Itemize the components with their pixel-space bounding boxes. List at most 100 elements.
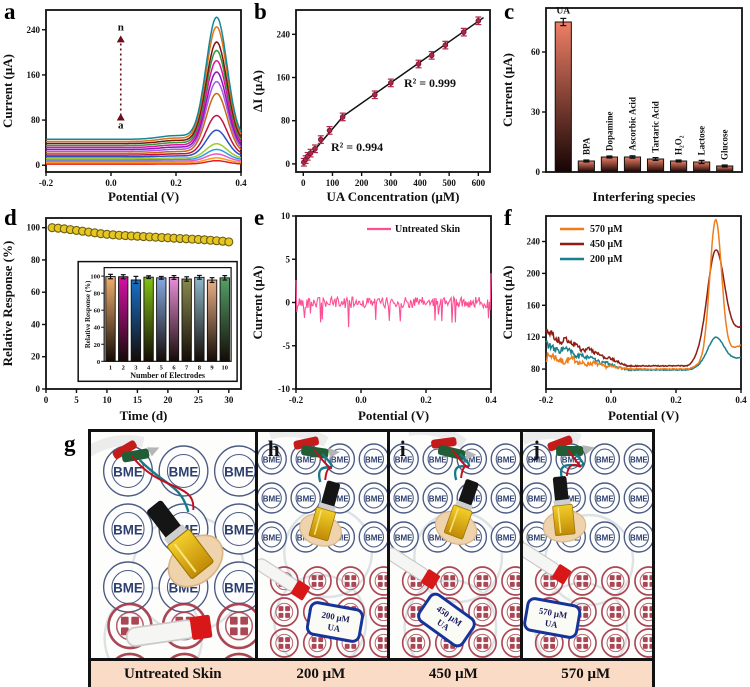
red-wire [565, 449, 581, 477]
photo-200um: BMEBMEBMEBMEBMEBMEBMEBMEBMEBMEBMEBME200 … [254, 432, 388, 658]
svg-text:0.2: 0.2 [670, 395, 682, 405]
bar-1 [577, 160, 595, 173]
svg-text:BME: BME [595, 533, 613, 542]
noise-trace [295, 273, 492, 328]
svg-text:0: 0 [286, 159, 291, 169]
university-seal [633, 566, 653, 596]
svg-text:BME: BME [113, 522, 143, 537]
svg-text:200: 200 [355, 178, 369, 188]
bar-2 [600, 156, 618, 173]
svg-text:ΔI (μA): ΔI (μA) [250, 70, 265, 112]
university-seal [600, 597, 630, 627]
svg-text:Potential (V): Potential (V) [358, 408, 429, 423]
svg-text:Untreated Skin: Untreated Skin [395, 224, 461, 235]
svg-text:BME: BME [497, 455, 515, 464]
svg-text:BME: BME [262, 455, 280, 464]
tube-cap [551, 564, 571, 585]
svg-text:BME: BME [629, 455, 647, 464]
inset-bar-5 [156, 277, 167, 362]
svg-text:0.4: 0.4 [235, 178, 247, 188]
svg-text:BME: BME [629, 533, 647, 542]
dpv-curve [46, 157, 242, 164]
plot-frame [295, 9, 491, 173]
panel-d: d 0 5 10 15 20 25 30 0 20 40 60 80 100 Time (d) Relati… [0, 206, 250, 425]
dpv-curve [46, 25, 242, 143]
photo-570um: BMEBMEBMEBMEBMEBMEBMEBMEBMEBMEBMEBME570 … [519, 432, 653, 658]
bme-stamp [102, 503, 154, 555]
svg-text:Number of Electrodes: Number of Electrodes [130, 371, 205, 380]
svg-text:40: 40 [31, 319, 41, 329]
svg-text:BME: BME [365, 494, 383, 503]
svg-text:80: 80 [31, 255, 41, 265]
svg-text:240: 240 [27, 25, 41, 35]
bme-stamp [589, 521, 620, 553]
concentration-label: 570 μMUA [522, 597, 581, 639]
bar-3 [623, 156, 642, 173]
panel-a-letter: a [4, 0, 16, 24]
svg-text:BPA: BPA [581, 137, 591, 155]
svg-text:BME: BME [169, 464, 199, 479]
svg-text:160: 160 [27, 70, 41, 80]
panel-e-letter: e [254, 205, 265, 230]
svg-text:BME: BME [527, 494, 545, 503]
svg-text:0.0: 0.0 [105, 178, 117, 188]
data-point [442, 42, 449, 48]
svg-text:0.4: 0.4 [485, 395, 497, 405]
svg-text:160: 160 [527, 300, 541, 310]
svg-text:BME: BME [527, 455, 545, 464]
university-seal [600, 628, 630, 658]
inset-bar-3 [130, 279, 142, 362]
bar-0 [554, 21, 572, 173]
svg-text:-0.2: -0.2 [539, 395, 554, 405]
chart-c-svg: 0 30 60 Interfering species Current (μA) UA BP… [500, 6, 743, 204]
svg-text:600: 600 [472, 178, 486, 188]
panel-e: e -0.2 0.0 0.2 0.4 -10 -5 0 5 10 Potential (V) Cur… [250, 206, 500, 425]
svg-text:60: 60 [31, 287, 41, 297]
panel-g-letter: g [64, 431, 76, 456]
svg-text:80: 80 [531, 364, 541, 374]
bme-stamp [289, 482, 321, 514]
svg-text:BME: BME [224, 464, 254, 479]
svg-text:BME: BME [330, 455, 348, 464]
svg-text:Tartaric Acid: Tartaric Acid [651, 101, 661, 152]
svg-text:40: 40 [94, 325, 101, 332]
chart-f-svg: -0.2 0.0 0.2 0.4 80 120 160 200 240 Potential (V)… [500, 215, 747, 423]
svg-text:0: 0 [286, 298, 291, 308]
cable-connector [320, 480, 340, 509]
svg-text:20: 20 [163, 395, 173, 405]
caption-200um: 200 μM [296, 665, 346, 682]
svg-text:80: 80 [31, 115, 41, 125]
university-seal [368, 597, 388, 627]
svg-text:BME: BME [561, 455, 579, 464]
svg-text:4: 4 [147, 364, 151, 371]
svg-text:0.0: 0.0 [355, 395, 367, 405]
photo-strip: BME BME BME BME BME BME BME BME BME BME BME BME BME… [88, 429, 655, 687]
panel-f: f -0.2 0.0 0.2 0.4 80 120 160 200 240 Potential (… [500, 206, 750, 425]
svg-text:5: 5 [286, 254, 291, 264]
svg-text:BME: BME [224, 522, 254, 537]
svg-text:8: 8 [198, 364, 202, 371]
svg-text:BME: BME [629, 494, 647, 503]
test-tube [125, 614, 213, 647]
dpv-curve [46, 143, 242, 160]
university-seal [224, 652, 254, 658]
svg-text:1: 1 [109, 364, 112, 371]
data-point [326, 127, 333, 134]
svg-text:Glucose: Glucose [720, 129, 730, 160]
svg-text:0.2: 0.2 [420, 395, 432, 405]
tube-cap [290, 580, 310, 601]
dpv-curve-450 μM [545, 249, 742, 368]
cable-connector [147, 500, 183, 540]
svg-text:0: 0 [97, 359, 100, 366]
svg-text:BME: BME [463, 455, 481, 464]
svg-text:10: 10 [281, 211, 291, 221]
data-point [475, 17, 482, 24]
svg-text:570 μMUA: 570 μMUA [536, 605, 568, 631]
bme-stamp [158, 445, 209, 497]
svg-text:R² = 0.999: R² = 0.999 [404, 76, 456, 90]
inset-bar-1 [105, 276, 116, 362]
cable-connector [458, 479, 479, 508]
svg-text:240: 240 [527, 237, 541, 247]
concentration-label: 450 μMUA [417, 592, 476, 648]
